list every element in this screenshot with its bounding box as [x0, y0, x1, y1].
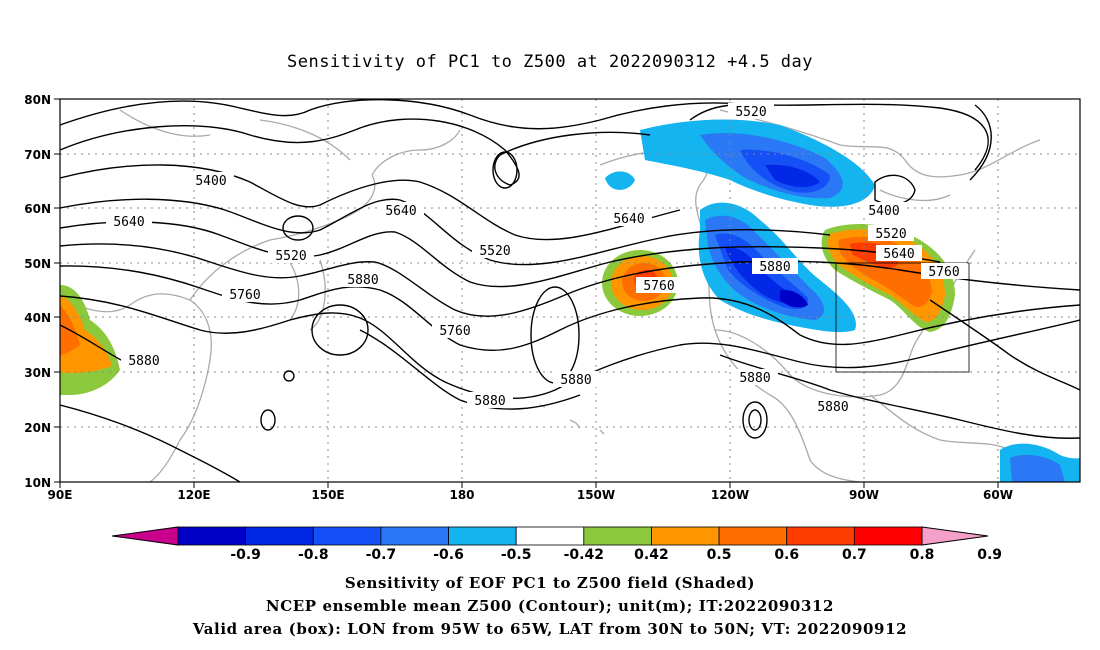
lat-axis-labels: 80N 70N 60N 50N 40N 30N 20N 10N [24, 93, 51, 490]
lat-label: 30N [24, 366, 51, 380]
map-panel: 80N 70N 60N 50N 40N 30N 20N 10N 90E 120E… [24, 93, 1081, 502]
contour-label: 5880 [128, 354, 159, 369]
colorbar-tick-label: 0.7 [842, 547, 867, 563]
lat-label: 10N [24, 476, 51, 490]
colorbar-tick-label: 0.6 [774, 547, 799, 563]
colorbar-segment [312, 526, 382, 546]
colorbar-segment [853, 526, 923, 546]
contour-label: 5760 [643, 279, 674, 294]
contour-labels: 5520 5400 5640 5520 5760 5880 5640 5520 … [106, 103, 967, 415]
colorbar-segment [786, 526, 855, 546]
figure-caption: Sensitivity of EOF PC1 to Z500 field (Sh… [192, 574, 907, 638]
colorbar-segment [718, 526, 788, 546]
lat-label: 80N [24, 93, 51, 107]
contour-label: 5880 [474, 394, 505, 409]
lon-label: 90E [48, 488, 73, 502]
colorbar-arrow-left [111, 526, 179, 546]
colorbar-tick-label: -0.42 [564, 547, 604, 563]
caption-line-1: Sensitivity of EOF PC1 to Z500 field (Sh… [345, 574, 755, 592]
contour-label: 5760 [439, 324, 470, 339]
valid-area-box [835, 262, 970, 373]
caption-line-2: NCEP ensemble mean Z500 (Contour); unit(… [266, 597, 834, 615]
lat-label: 60N [24, 202, 51, 216]
colorbar-tick-label: 0.9 [977, 547, 1002, 563]
lat-lon-grid [60, 99, 1080, 482]
colorbar-segment [380, 526, 449, 546]
contour-label: 5880 [739, 371, 770, 386]
lon-label: 180 [449, 488, 474, 502]
colorbar-arrow-right [921, 526, 989, 546]
contour-label: 5400 [868, 204, 899, 219]
lon-label: 150E [311, 488, 344, 502]
figure-title: Sensitivity of PC1 to Z500 at 2022090312… [287, 52, 813, 72]
contour-label: 5640 [613, 212, 644, 227]
lat-label: 50N [24, 257, 51, 271]
map-ticks [54, 98, 999, 488]
contour-label: 5520 [479, 244, 510, 259]
contour-label: 5640 [113, 215, 144, 230]
lon-axis-labels: 90E 120E 150E 180 150W 120W 90W 60W [48, 488, 1013, 502]
lat-label: 20N [24, 421, 51, 435]
contour-label: 5880 [759, 260, 790, 275]
colorbar-segment [583, 526, 652, 546]
colorbar-tick-label: -0.5 [501, 547, 532, 563]
colorbar-segment [515, 526, 585, 546]
contour-label: 5880 [817, 400, 848, 415]
contour-label: 5880 [347, 273, 378, 288]
map-frame [59, 98, 1081, 483]
colorbar-tick-label: -0.9 [230, 547, 261, 563]
lat-label: 40N [24, 311, 51, 325]
contour-label: 5640 [385, 204, 416, 219]
contour-label: 5760 [928, 265, 959, 280]
contour-label: 5520 [875, 227, 906, 242]
colorbar-segment [245, 526, 314, 546]
contour-label: 5520 [275, 249, 306, 264]
contour-label: 5640 [883, 247, 914, 262]
colorbar-tick-label: -0.7 [366, 547, 397, 563]
lon-label: 150W [577, 488, 615, 502]
colorbar-tick-label: -0.8 [298, 547, 329, 563]
lat-label: 70N [24, 148, 51, 162]
lon-label: 90W [849, 488, 879, 502]
colorbar: -0.9 -0.8 -0.7 -0.6 -0.5 -0.42 0.42 0.5 0.6 0.7 0.… [111, 526, 1002, 563]
contour-label: 5400 [195, 174, 226, 189]
caption-line-3: Valid area (box): LON from 95W to 65W, L… [192, 620, 907, 638]
contour-label: 5520 [735, 105, 766, 120]
colorbar-tick-label: 0.8 [910, 547, 935, 563]
colorbar-segment [177, 526, 247, 546]
colorbar-segment [448, 526, 517, 546]
colorbar-tick-label: -0.6 [433, 547, 464, 563]
lon-label: 60W [983, 488, 1013, 502]
colorbar-segment [651, 526, 720, 546]
colorbar-tick-label: 0.5 [707, 547, 732, 563]
lon-label: 120W [711, 488, 749, 502]
colorbar-tick-label: 0.42 [634, 547, 669, 563]
lon-label: 120E [177, 488, 210, 502]
contour-label: 5760 [229, 288, 260, 303]
contour-label: 5880 [560, 373, 591, 388]
